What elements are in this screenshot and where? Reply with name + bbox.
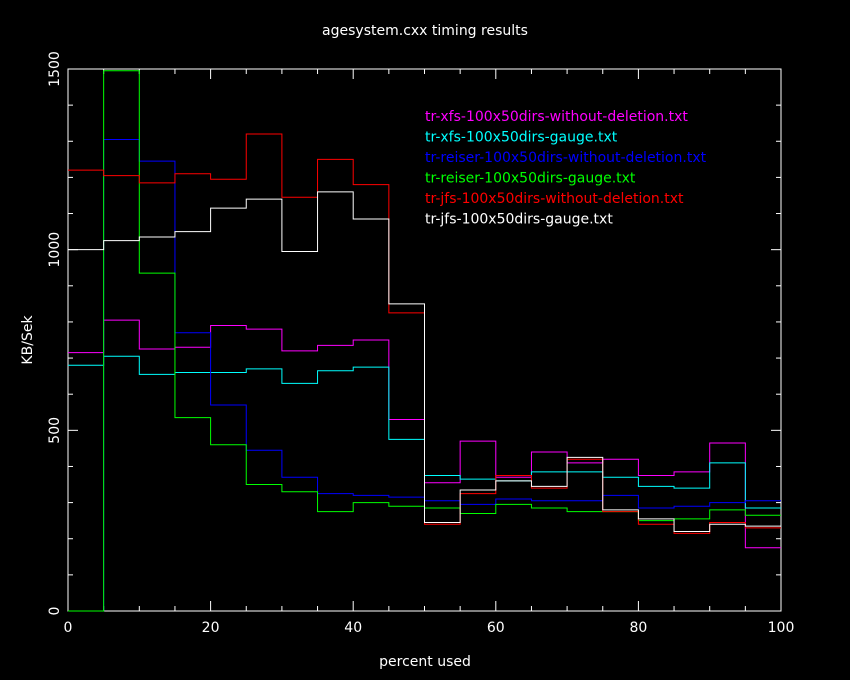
- legend-entry-0: tr-xfs-100x50dirs-without-deletion.txt: [425, 109, 688, 125]
- chart-title: agesystem.cxx timing results: [322, 23, 528, 39]
- y-tick-labels: 0 500 1000 1500: [47, 51, 63, 615]
- legend-entry-1: tr-xfs-100x50dirs-gauge.txt: [425, 130, 618, 146]
- y-tick-label: 1500: [47, 51, 63, 87]
- legend-entry-2: tr-reiser-100x50dirs-without-deletion.tx…: [425, 150, 707, 166]
- legend-entry-4: tr-jfs-100x50dirs-without-deletion.txt: [425, 191, 684, 207]
- x-tick-label: 0: [64, 620, 73, 636]
- x-tick-label: 60: [487, 620, 505, 636]
- y-tick-label: 500: [47, 417, 63, 444]
- x-tick-label: 80: [629, 620, 647, 636]
- x-tick-label: 40: [344, 620, 362, 636]
- series-lines: [68, 70, 781, 612]
- x-tick-label: 100: [768, 620, 795, 636]
- x-tick-labels: 0 20 40 60 80 100: [64, 620, 795, 636]
- x-tick-label: 20: [202, 620, 220, 636]
- y-tick-label: 1000: [47, 232, 63, 268]
- legend: tr-xfs-100x50dirs-without-deletion.txt tr…: [425, 109, 707, 228]
- y-axis-label: KB/Sek: [20, 315, 36, 365]
- series-line-5: [68, 191, 781, 533]
- y-tick-label: 0: [47, 607, 63, 616]
- x-axis-label: percent used: [379, 654, 471, 670]
- legend-entry-5: tr-jfs-100x50dirs-gauge.txt: [425, 212, 613, 228]
- legend-entry-3: tr-reiser-100x50dirs-gauge.txt: [425, 171, 636, 187]
